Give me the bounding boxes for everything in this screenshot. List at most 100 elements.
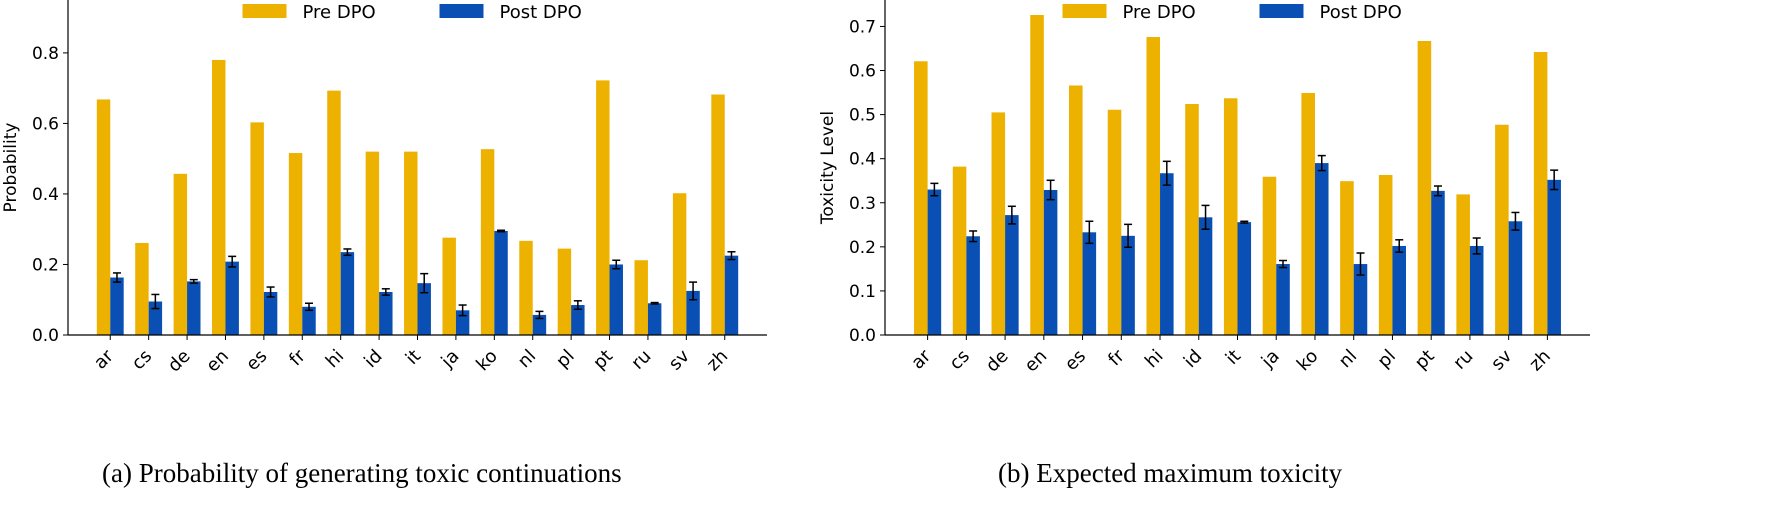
x-tick-label: pt xyxy=(1411,346,1439,374)
errorbar-nl xyxy=(1356,252,1365,276)
x-tick-label: zh xyxy=(703,346,733,376)
bar-post-de xyxy=(1005,215,1019,335)
bar-post-pl xyxy=(1392,245,1407,335)
x-tick-label: hi xyxy=(322,346,348,372)
errorbar-cs xyxy=(151,293,160,310)
errorbar-fr xyxy=(1124,223,1133,249)
x-tick-label: de xyxy=(164,346,195,377)
errorbar-en xyxy=(1046,179,1055,201)
bar-pre-pt xyxy=(596,80,610,336)
x-tick-label: ko xyxy=(472,346,502,376)
bar-post-fr xyxy=(1121,235,1135,335)
bar-pre-pt xyxy=(1417,40,1432,336)
bar-post-it xyxy=(417,283,431,335)
errorbar-de xyxy=(189,278,198,284)
x-tick-label: sv xyxy=(1487,345,1516,374)
x-tick-label: hi xyxy=(1141,346,1167,372)
errorbar-pl xyxy=(573,300,582,311)
errorbar-de xyxy=(1007,205,1016,225)
x-tick-label: id xyxy=(1180,346,1206,372)
bar-post-zh xyxy=(1547,179,1561,335)
bar-pre-de xyxy=(991,112,1006,336)
x-tick-label: ja xyxy=(1257,346,1284,373)
x-tick-label: ar xyxy=(907,345,935,373)
x-tick-label: pl xyxy=(552,346,578,372)
x-tick-label: cs xyxy=(128,346,156,374)
caption-a: (a) Probability of generating toxic cont… xyxy=(102,458,622,488)
legend-label-post: Post DPO xyxy=(500,2,582,23)
bar-pre-cs xyxy=(135,242,149,335)
x-tick-label: de xyxy=(982,346,1013,377)
bar-post-ko xyxy=(1314,163,1329,335)
errorbar-fr xyxy=(305,302,314,312)
x-tick-label: ja xyxy=(437,346,464,373)
errorbar-ja xyxy=(458,304,467,317)
errorbar-es xyxy=(1085,220,1094,245)
legend-swatch-post xyxy=(1259,4,1304,18)
errorbar-hi xyxy=(1162,160,1171,186)
errorbar-pt xyxy=(1433,185,1442,197)
bar-pre-fr xyxy=(288,153,303,335)
y-tick-label: 0.8 xyxy=(32,44,59,64)
errorbar-ja xyxy=(1279,259,1288,269)
errorbar-id xyxy=(381,288,390,296)
bar-post-ar xyxy=(110,277,124,335)
x-tick-label: pt xyxy=(589,346,617,374)
bar-post-hi xyxy=(340,252,355,335)
legend-swatch-pre xyxy=(242,4,287,18)
legend-swatch-post xyxy=(439,4,484,18)
bar-post-es xyxy=(263,291,278,335)
y-tick-label: 0.2 xyxy=(32,255,59,275)
bar-post-en xyxy=(225,261,239,335)
bar-post-id xyxy=(379,291,393,335)
x-tick-label: fr xyxy=(285,345,310,370)
panel-b: ar cs de en es fr hi id it ja ko nl pl pt ru sv zh 0.0 0.1… xyxy=(818,0,1590,376)
x-tick-label: id xyxy=(360,346,386,372)
legend-label-pre: Pre DPO xyxy=(303,2,376,23)
bar-pre-it xyxy=(404,151,418,335)
x-tick-label: es xyxy=(242,346,271,375)
bar-post-id xyxy=(1198,217,1213,335)
bar-pre-nl xyxy=(1340,181,1354,335)
bar-post-nl xyxy=(532,314,547,335)
x-tick-label: nl xyxy=(1335,346,1361,372)
y-tick-label: 0.4 xyxy=(849,150,876,170)
bar-pre-zh xyxy=(711,94,725,335)
errorbar-id xyxy=(1201,204,1210,230)
y-tick-label: 0.6 xyxy=(32,114,59,134)
y-tick-label: 0.7 xyxy=(849,17,876,37)
bar-pre-ko xyxy=(480,149,495,335)
errorbar-pl xyxy=(1395,239,1404,253)
bar-post-fr xyxy=(302,306,316,335)
legend-label-post: Post DPO xyxy=(1320,2,1402,23)
bar-pre-ja xyxy=(1262,176,1277,335)
caption-b: (b) Expected maximum toxicity xyxy=(998,458,1343,488)
x-tick-label: sv xyxy=(665,345,694,374)
bar-pre-ru xyxy=(634,260,648,335)
bar-pre-es xyxy=(1068,85,1083,336)
x-tick-label: pl xyxy=(1374,346,1400,372)
bar-post-zh xyxy=(724,255,739,335)
y-tick-label: 0.3 xyxy=(849,194,876,214)
legend-swatch-pre xyxy=(1062,4,1107,18)
bar-pre-de xyxy=(173,173,188,335)
bar-post-nl xyxy=(1353,264,1368,335)
bar-post-pt xyxy=(609,264,623,335)
bar-post-ja xyxy=(1276,264,1290,335)
errorbar-zh xyxy=(727,251,736,261)
errorbar-pt xyxy=(612,259,621,270)
bar-pre-pl xyxy=(1378,174,1393,335)
errorbar-sv xyxy=(689,281,698,301)
y-tick-label: 0.0 xyxy=(849,326,876,346)
bar-post-sv xyxy=(1508,221,1523,335)
x-tick-label: cs xyxy=(945,346,973,374)
y-tick-label: 0.6 xyxy=(849,62,876,82)
errorbar-sv xyxy=(1511,211,1520,231)
y-tick-label: 0.0 xyxy=(32,326,59,346)
errorbar-en xyxy=(228,255,237,268)
bar-post-ko xyxy=(494,230,508,335)
bar-post-cs xyxy=(966,236,980,335)
bar-pre-sv xyxy=(1495,124,1509,335)
y-tick-label: 0.4 xyxy=(32,185,59,205)
